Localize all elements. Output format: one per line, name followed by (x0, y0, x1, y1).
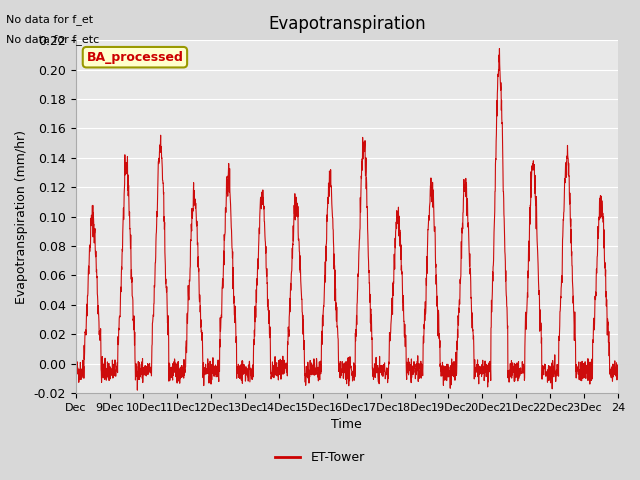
Title: Evapotranspiration: Evapotranspiration (268, 15, 426, 33)
X-axis label: Time: Time (332, 419, 362, 432)
Text: No data for f_et: No data for f_et (6, 14, 93, 25)
Text: No data for f_etc: No data for f_etc (6, 34, 100, 45)
Y-axis label: Evapotranspiration (mm/hr): Evapotranspiration (mm/hr) (15, 130, 28, 304)
Text: BA_processed: BA_processed (86, 51, 184, 64)
Legend: ET-Tower: ET-Tower (270, 446, 370, 469)
